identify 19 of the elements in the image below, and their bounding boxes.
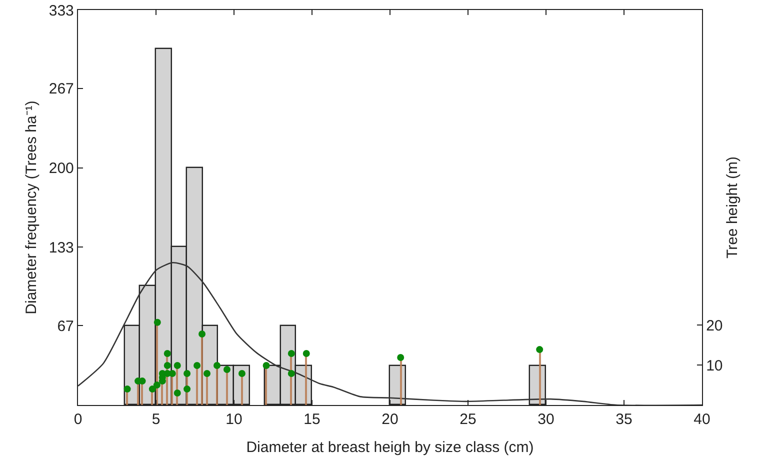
y2-tick-label: 10 xyxy=(706,357,723,374)
x-tick-label: 30 xyxy=(538,411,554,428)
y-tick-label: 267 xyxy=(48,80,74,98)
x-tick-label: 5 xyxy=(152,411,160,428)
y-tick-label: 200 xyxy=(48,160,74,178)
y-tick-label: 67 xyxy=(57,318,74,335)
y-tick-label: 333 xyxy=(48,2,74,20)
x-tick-label: 25 xyxy=(460,411,476,428)
x-tick-label: 15 xyxy=(304,411,320,428)
x-tick-label: 10 xyxy=(226,411,242,428)
y2-axis-title: Tree height (m) xyxy=(724,156,741,258)
x-tick-label: 35 xyxy=(616,411,632,428)
x-tick-label: 20 xyxy=(382,411,398,428)
y2-tick-label: 20 xyxy=(706,317,723,334)
x-tick-label: 0 xyxy=(74,411,82,428)
x-tick-label: 40 xyxy=(694,411,710,428)
y-axis-title: Diameter frequency (Trees ha⁻¹) xyxy=(23,100,40,314)
x-axis-title: Diameter at breast heigh by size class (cm) xyxy=(246,439,534,456)
y-tick-label: 133 xyxy=(48,239,74,256)
